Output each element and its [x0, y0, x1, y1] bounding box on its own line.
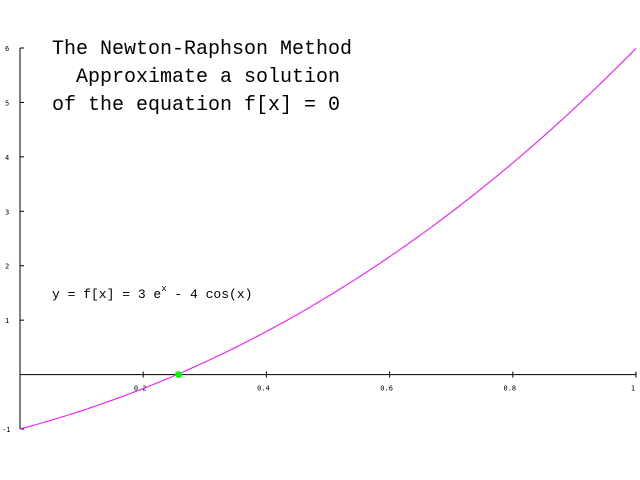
y-tick-label: 5 — [5, 99, 9, 107]
x-tick-label: 0.4 — [257, 385, 270, 393]
y-tick-label: 3 — [5, 208, 9, 216]
x-tick-label: 0.2 — [134, 385, 147, 393]
equation-label: y = f[x] = 3 ex - 4 cos(x) — [52, 284, 252, 302]
y-tick-label: 2 — [5, 263, 9, 271]
root-point — [175, 371, 183, 379]
x-tick-label: 1 — [631, 385, 635, 393]
function-curve — [19, 47, 637, 430]
equation-prefix: y = f[x] = 3 e — [52, 287, 161, 302]
y-axis-ticks: -1 1 2 3 4 5 6 — [2, 45, 24, 434]
equation-superscript: x — [161, 284, 166, 294]
equation-suffix: - 4 cos(x) — [167, 287, 253, 302]
x-tick-label: 0.8 — [503, 385, 516, 393]
x-tick-label: 0.6 — [380, 385, 393, 393]
y-tick-label: 1 — [5, 317, 9, 325]
y-tick-label: -1 — [2, 426, 10, 434]
x-axis-ticks: 0.2 0.4 0.6 0.8 1 — [134, 371, 637, 393]
title-line-2: Approximate a solution — [76, 66, 340, 89]
title-line-1: The Newton-Raphson Method — [52, 38, 352, 61]
title-line-3: of the equation f[x] = 0 — [52, 94, 340, 117]
y-tick-label: 6 — [5, 45, 9, 53]
axes — [19, 48, 636, 429]
y-tick-label: 4 — [5, 154, 9, 162]
